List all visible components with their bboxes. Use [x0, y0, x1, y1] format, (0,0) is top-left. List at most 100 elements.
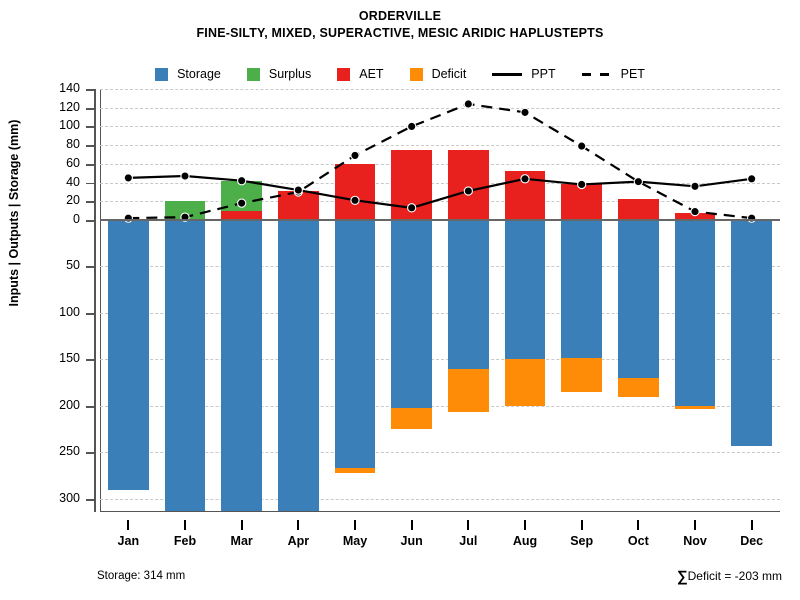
bar-storage-apr	[277, 220, 319, 512]
gridline	[100, 145, 780, 147]
legend-label: PPT	[531, 67, 556, 81]
bar-aet-apr	[277, 190, 319, 220]
y-axis-label: 120	[59, 99, 80, 114]
bar-storage-sep	[561, 220, 603, 358]
legend-item-deficit[interactable]: Deficit	[409, 67, 467, 81]
gridline	[100, 359, 780, 361]
x-axis-tick	[184, 520, 186, 530]
legend-label: Deficit	[431, 67, 467, 81]
y-axis-label: 100	[59, 304, 80, 319]
y-axis-label: 100	[59, 118, 80, 133]
gridline	[100, 89, 780, 90]
y-axis-label: 50	[66, 258, 80, 273]
y-axis-label: 40	[66, 174, 80, 189]
y-axis-tick	[86, 89, 94, 91]
x-axis-label-jul: Jul	[459, 534, 478, 548]
y-axis-label: 150	[59, 351, 80, 366]
legend-item-pet[interactable]: PET	[581, 67, 645, 81]
y-axis-label: 140	[59, 81, 80, 95]
legend-item-surplus[interactable]: Surplus	[246, 67, 312, 81]
zero-baseline	[100, 219, 780, 221]
x-axis-tick	[297, 520, 300, 530]
square-swatch-icon	[155, 67, 169, 81]
legend-label: AET	[359, 67, 384, 81]
bar-deficit-jul	[447, 368, 489, 413]
x-axis-tick	[240, 520, 243, 530]
bar-storage-oct	[617, 220, 659, 379]
plot-bottom-border	[100, 511, 780, 512]
bar-deficit-jun	[391, 407, 433, 430]
y-axis-tick	[86, 201, 94, 204]
bar-deficit-sep	[561, 357, 603, 393]
legend-label: Surplus	[268, 67, 312, 81]
y-axis-tick	[86, 107, 94, 110]
y-axis-tick	[86, 359, 94, 362]
gridline	[100, 163, 780, 165]
bar-aet-jun	[391, 149, 433, 220]
legend-label: Storage	[177, 67, 221, 81]
x-axis-tick	[127, 520, 130, 530]
y-axis-title: Inputs | Outputs | Storage (mm)	[7, 119, 21, 307]
square-swatch-icon	[409, 67, 423, 81]
x-axis-label-mar: Mar	[230, 534, 253, 548]
gridline	[100, 182, 780, 184]
x-axis-tick	[750, 520, 753, 530]
legend-item-aet[interactable]: AET	[337, 67, 384, 81]
square-swatch-icon	[337, 67, 351, 81]
legend-item-ppt[interactable]: PPT	[492, 67, 556, 81]
bar-surplus-feb	[164, 201, 206, 220]
y-axis-label: 0	[73, 212, 80, 226]
gridline	[100, 266, 780, 268]
bar-surplus-mar	[221, 180, 263, 211]
storage-annotation: Storage: 314 mm	[97, 570, 186, 582]
y-axis-tick	[86, 220, 94, 222]
bar-storage-feb	[164, 220, 206, 512]
bar-storage-jan	[107, 220, 149, 490]
chart-legend: Storage Surplus AET Deficit PPT PET	[0, 67, 800, 81]
x-axis-label-dec: Dec	[740, 534, 764, 548]
x-axis-label-apr: Apr	[287, 534, 310, 548]
x-axis-tick	[637, 520, 640, 530]
x-axis-tick	[410, 520, 413, 530]
bar-deficit-oct	[617, 378, 659, 397]
bar-deficit-nov	[674, 405, 716, 409]
y-axis-tick	[86, 266, 94, 269]
x-axis-tick	[580, 520, 583, 530]
y-axis-tick	[86, 498, 94, 501]
y-axis-label: 300	[59, 490, 80, 505]
x-axis-label-nov: Nov	[683, 534, 707, 548]
legend-label: PET	[620, 67, 645, 81]
bar-storage-may	[334, 220, 376, 469]
y-axis-tick	[86, 145, 94, 147]
bar-deficit-aug	[504, 359, 546, 406]
x-axis-label-jun: Jun	[400, 534, 423, 548]
deficit-annotation: ∑Deficit = -203 mm	[677, 568, 782, 585]
x-axis-tick	[354, 520, 356, 530]
y-axis-label: 80	[66, 137, 80, 152]
bar-storage-mar	[221, 220, 263, 512]
bar-storage-jun	[391, 220, 433, 408]
gridline	[100, 452, 780, 454]
x-axis-label-feb: Feb	[173, 534, 197, 548]
chart-title-block: ORDERVILLE FINE-SILTY, MIXED, SUPERACTIV…	[0, 8, 800, 42]
y-axis-label: 60	[66, 155, 80, 170]
gridline	[100, 405, 780, 407]
y-axis-tick	[86, 312, 94, 315]
y-axis-tick	[86, 182, 94, 185]
legend-item-storage[interactable]: Storage	[155, 67, 221, 81]
bar-deficit-may	[334, 468, 376, 473]
y-axis-label: 250	[59, 444, 80, 459]
bar-storage-aug	[504, 220, 546, 360]
page-title: ORDERVILLE	[358, 9, 442, 23]
y-axis-tick	[86, 405, 94, 408]
gridline	[100, 107, 780, 109]
x-axis-label-sep: Sep	[570, 534, 594, 548]
sigma-icon: ∑	[676, 568, 688, 585]
gridline	[100, 312, 780, 314]
y-axis-label: 20	[66, 193, 80, 208]
chart-subtitle: FINE-SILTY, MIXED, SUPERACTIVE, MESIC AR…	[196, 26, 604, 40]
bar-aet-oct	[617, 199, 659, 220]
bar-storage-dec	[731, 220, 773, 446]
bar-aet-aug	[504, 171, 546, 220]
